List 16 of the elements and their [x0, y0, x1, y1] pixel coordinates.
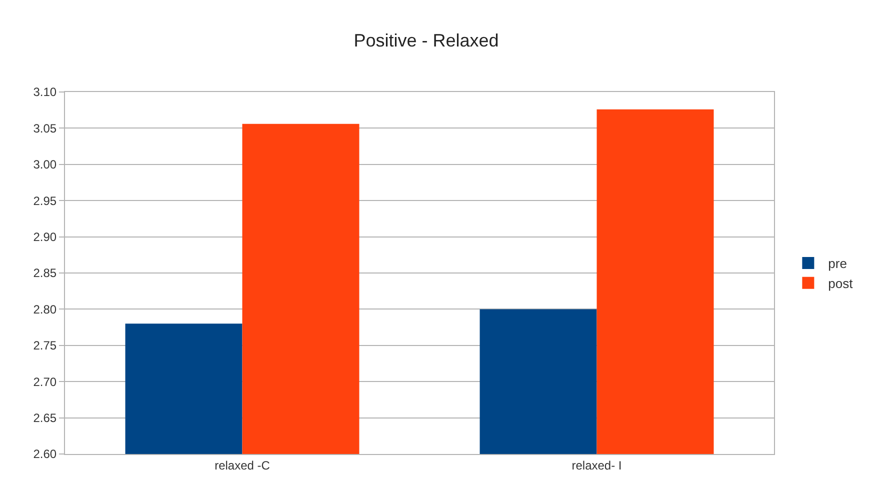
y-tick-label: 3.05: [33, 121, 57, 136]
y-tick-label: 2.65: [33, 411, 57, 425]
x-tick-label: relaxed -C: [214, 458, 270, 472]
y-tick-label: 2.80: [33, 302, 57, 316]
y-tick-label: 2.85: [33, 266, 57, 280]
y-tick-label: 3.00: [33, 158, 57, 172]
legend-label: pre: [828, 256, 847, 272]
y-tick-label: 2.70: [33, 374, 57, 389]
legend-label: post: [828, 276, 854, 291]
y-tick-label: 2.75: [33, 338, 57, 353]
x-tick-label: relaxed- I: [572, 458, 622, 472]
y-tick-label: 3.10: [33, 85, 57, 100]
y-tick-label: 2.90: [33, 230, 57, 244]
y-tick-label: 2.95: [33, 194, 57, 208]
chart-title: Positive - Relaxed: [354, 30, 499, 51]
y-tick-label: 2.60: [33, 447, 57, 462]
